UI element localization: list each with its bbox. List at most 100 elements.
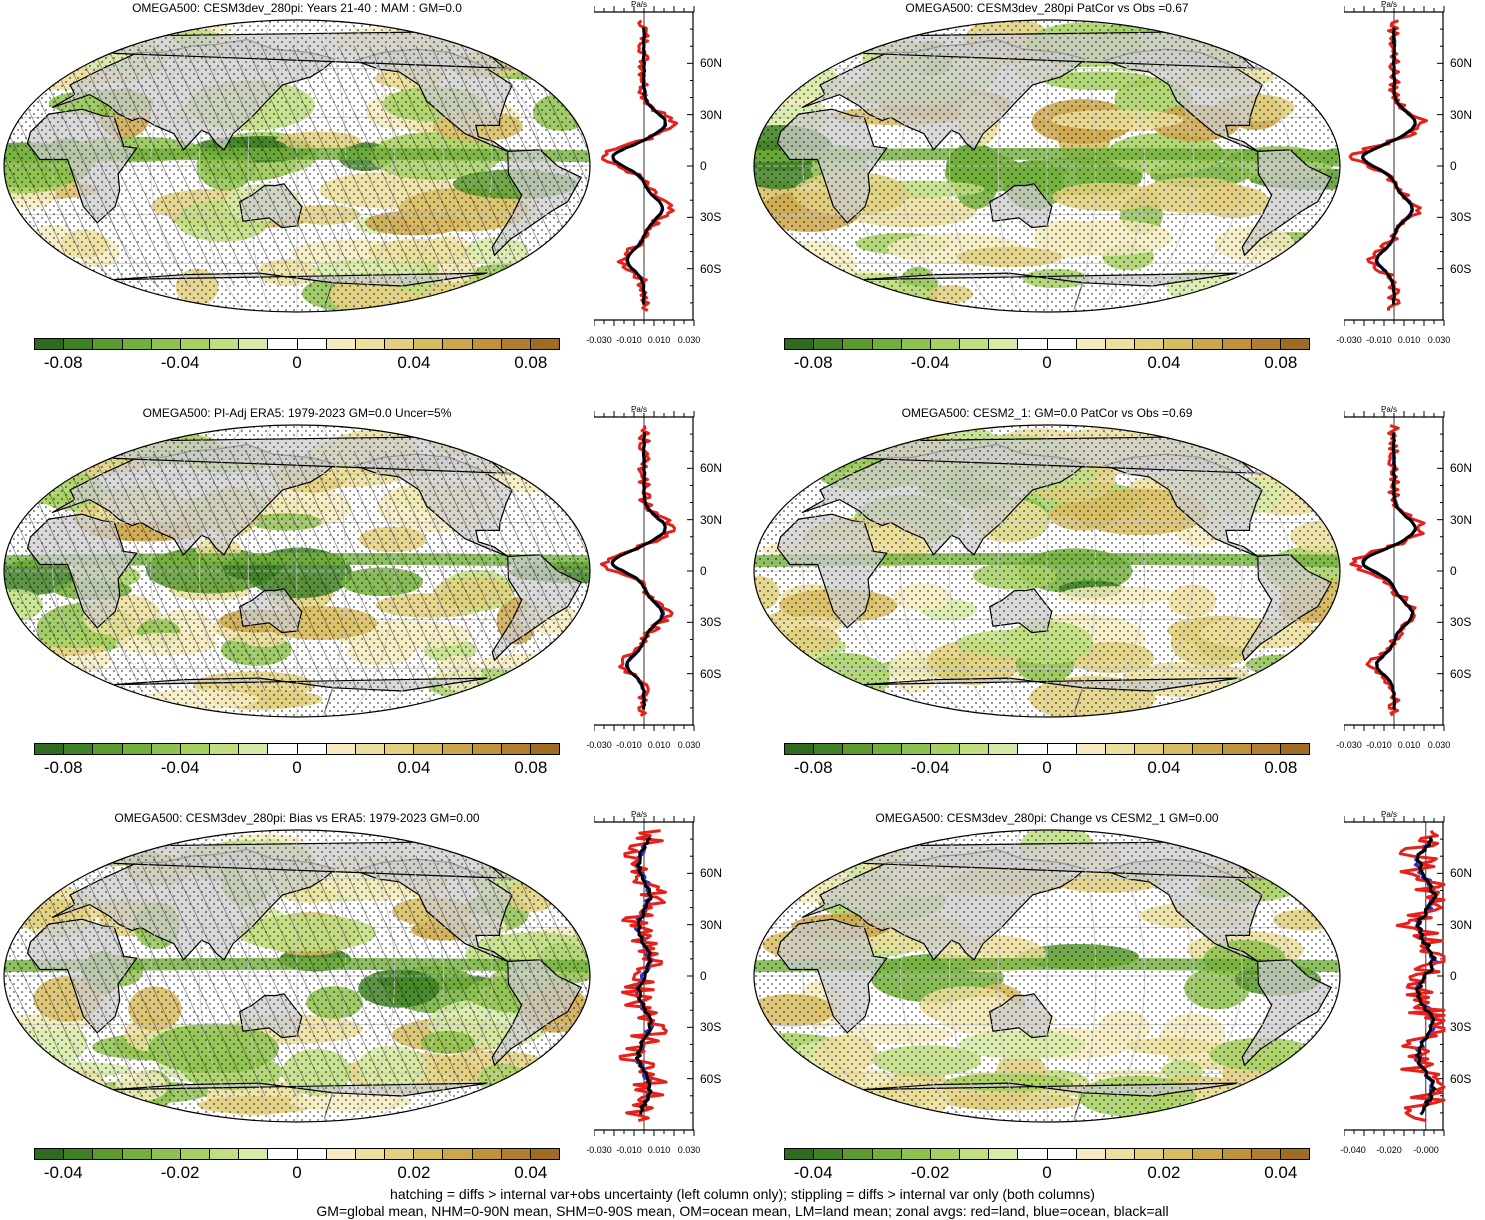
latitude-label: 60N <box>1450 866 1473 881</box>
world-map <box>753 19 1341 313</box>
latitude-label: 30S <box>1450 615 1472 630</box>
panel-3: OMEGA500: PI-Adj ERA5: 1979-2023 GM=0.0 … <box>0 405 742 810</box>
colorbar-tick-label: 0.04 <box>514 1163 548 1182</box>
colorbar-swatch <box>843 1149 873 1159</box>
profile-x-tick-label: 0.010 <box>1397 740 1421 750</box>
colorbar-swatch <box>1018 744 1048 754</box>
latitude-label: 60S <box>1450 261 1472 276</box>
world-map <box>3 829 591 1123</box>
profile-x-tick-label: 0.010 <box>1397 335 1421 345</box>
colorbar-swatch <box>355 744 386 754</box>
colorbar-swatch <box>239 339 269 349</box>
colorbar-swatch <box>1105 339 1136 349</box>
colorbar-swatch <box>297 339 327 349</box>
colorbar-swatch <box>385 339 415 349</box>
colorbar-swatch <box>472 744 502 754</box>
colorbar-swatch <box>843 339 873 349</box>
zonal-average-plot <box>594 6 695 326</box>
latitude-label: 30N <box>1450 107 1473 122</box>
colorbar-swatch <box>1164 1149 1194 1159</box>
colorbar-tick-label: -0.02 <box>160 1163 200 1182</box>
colorbar-tick-label: -0.04 <box>910 353 950 372</box>
profile-x-labels: -0.030 -0.010 0.010 0.030 <box>1326 739 1462 751</box>
colorbar-swatch <box>297 1149 327 1159</box>
colorbar-tick-label: 0.02 <box>1147 1163 1181 1182</box>
profile-x-tick-label: 0.030 <box>677 740 701 750</box>
colorbar-swatch <box>530 1149 560 1159</box>
colorbar-swatch <box>930 744 961 754</box>
profile-x-tick-label: 0.030 <box>1427 335 1451 345</box>
colorbar-tick-label: 0 <box>1042 353 1052 372</box>
profile-x-labels: -0.030 -0.010 0.010 0.030 <box>576 334 712 346</box>
colorbar <box>784 338 1310 350</box>
profile-x-tick-label: -0.040 <box>1340 1145 1366 1155</box>
colorbar-swatch <box>843 744 873 754</box>
colorbar-swatch <box>180 744 211 754</box>
latitude-label: 60S <box>700 261 722 276</box>
colorbar-swatch <box>443 1149 473 1159</box>
colorbar-swatch <box>1222 1149 1252 1159</box>
colorbar-swatch <box>1105 1149 1136 1159</box>
colorbar-tick-label: 0 <box>292 1163 302 1182</box>
colorbar-labels: -0.08 -0.04 0 0.04 0.08 <box>34 757 560 779</box>
colorbar-swatch <box>210 1149 240 1159</box>
latitude-label: 30N <box>700 107 723 122</box>
colorbar-tick-label: 0.08 <box>514 758 548 777</box>
profile-unit: Pa/s <box>1380 810 1397 819</box>
colorbar-tick-label: 0.04 <box>1147 353 1181 372</box>
colorbar-swatch <box>989 1149 1019 1159</box>
colorbar-swatch <box>530 744 560 754</box>
colorbar <box>34 1148 560 1160</box>
latitude-label: 60N <box>700 461 723 476</box>
colorbar-swatch <box>960 339 990 349</box>
colorbar-swatch <box>1251 744 1281 754</box>
colorbar-tick-label: -0.04 <box>910 758 950 777</box>
colorbar-swatch <box>64 744 94 754</box>
colorbar-labels: -0.08 -0.04 0 0.04 0.08 <box>784 757 1310 779</box>
profile-x-tick-label: -0.010 <box>616 740 642 750</box>
latitude-label: 0 <box>700 969 707 983</box>
map-title: OMEGA500: PI-Adj ERA5: 1979-2023 GM=0.0 … <box>142 406 452 420</box>
colorbar-tick-label: 0.04 <box>397 758 431 777</box>
profile-x-labels: -0.030 -0.010 0.010 0.030 <box>576 1144 712 1156</box>
colorbar-swatch <box>239 744 269 754</box>
colorbar-tick-label: 0.04 <box>1147 758 1181 777</box>
colorbar-swatch <box>64 1149 94 1159</box>
profile-unit: Pa/s <box>1380 405 1397 414</box>
colorbar-tick-label: -0.04 <box>160 758 200 777</box>
colorbar-swatch <box>930 339 961 349</box>
colorbar-swatch <box>180 1149 211 1159</box>
colorbar-swatch <box>501 339 531 349</box>
colorbar-swatch <box>35 1149 65 1159</box>
colorbar-swatch <box>1222 744 1252 754</box>
colorbar-tick-label: 0 <box>292 353 302 372</box>
colorbar-swatch <box>297 744 327 754</box>
profile-x-tick-label: -0.010 <box>1366 335 1392 345</box>
latitude-label: 60S <box>1450 1071 1472 1086</box>
colorbar-swatch <box>1135 744 1165 754</box>
colorbar-tick-label: -0.04 <box>43 1163 83 1182</box>
latitude-label: 60S <box>700 666 722 681</box>
colorbar-swatch <box>268 1149 298 1159</box>
colorbar-tick-label: 0.08 <box>1264 758 1298 777</box>
profile-x-labels: -0.030 -0.010 0.010 0.030 <box>1326 334 1462 346</box>
colorbar-tick-label: 0.02 <box>397 1163 431 1182</box>
world-map <box>753 829 1341 1123</box>
colorbar-swatch <box>151 744 181 754</box>
latitude-label: 60N <box>700 866 723 881</box>
profile-unit: Pa/s <box>630 0 647 9</box>
colorbar-swatch <box>1135 1149 1165 1159</box>
colorbar-swatch <box>355 1149 386 1159</box>
colorbar-swatch <box>1164 339 1194 349</box>
footer-line-2: GM=global mean, NHM=0-90N mean, SHM=0-90… <box>316 1203 1169 1219</box>
profile-x-tick-label: 0.030 <box>677 335 701 345</box>
colorbar-swatch <box>385 1149 415 1159</box>
colorbar-labels: -0.04 -0.02 0 0.02 0.04 <box>784 1162 1310 1184</box>
latitude-label: 30S <box>700 1020 722 1035</box>
colorbar-swatch <box>268 339 298 349</box>
profile-x-tick-label: -0.010 <box>1366 740 1392 750</box>
latitude-label: 0 <box>1450 159 1457 173</box>
colorbar-swatch <box>1164 744 1194 754</box>
colorbar-swatch <box>443 339 473 349</box>
latitude-label: 60N <box>1450 461 1473 476</box>
